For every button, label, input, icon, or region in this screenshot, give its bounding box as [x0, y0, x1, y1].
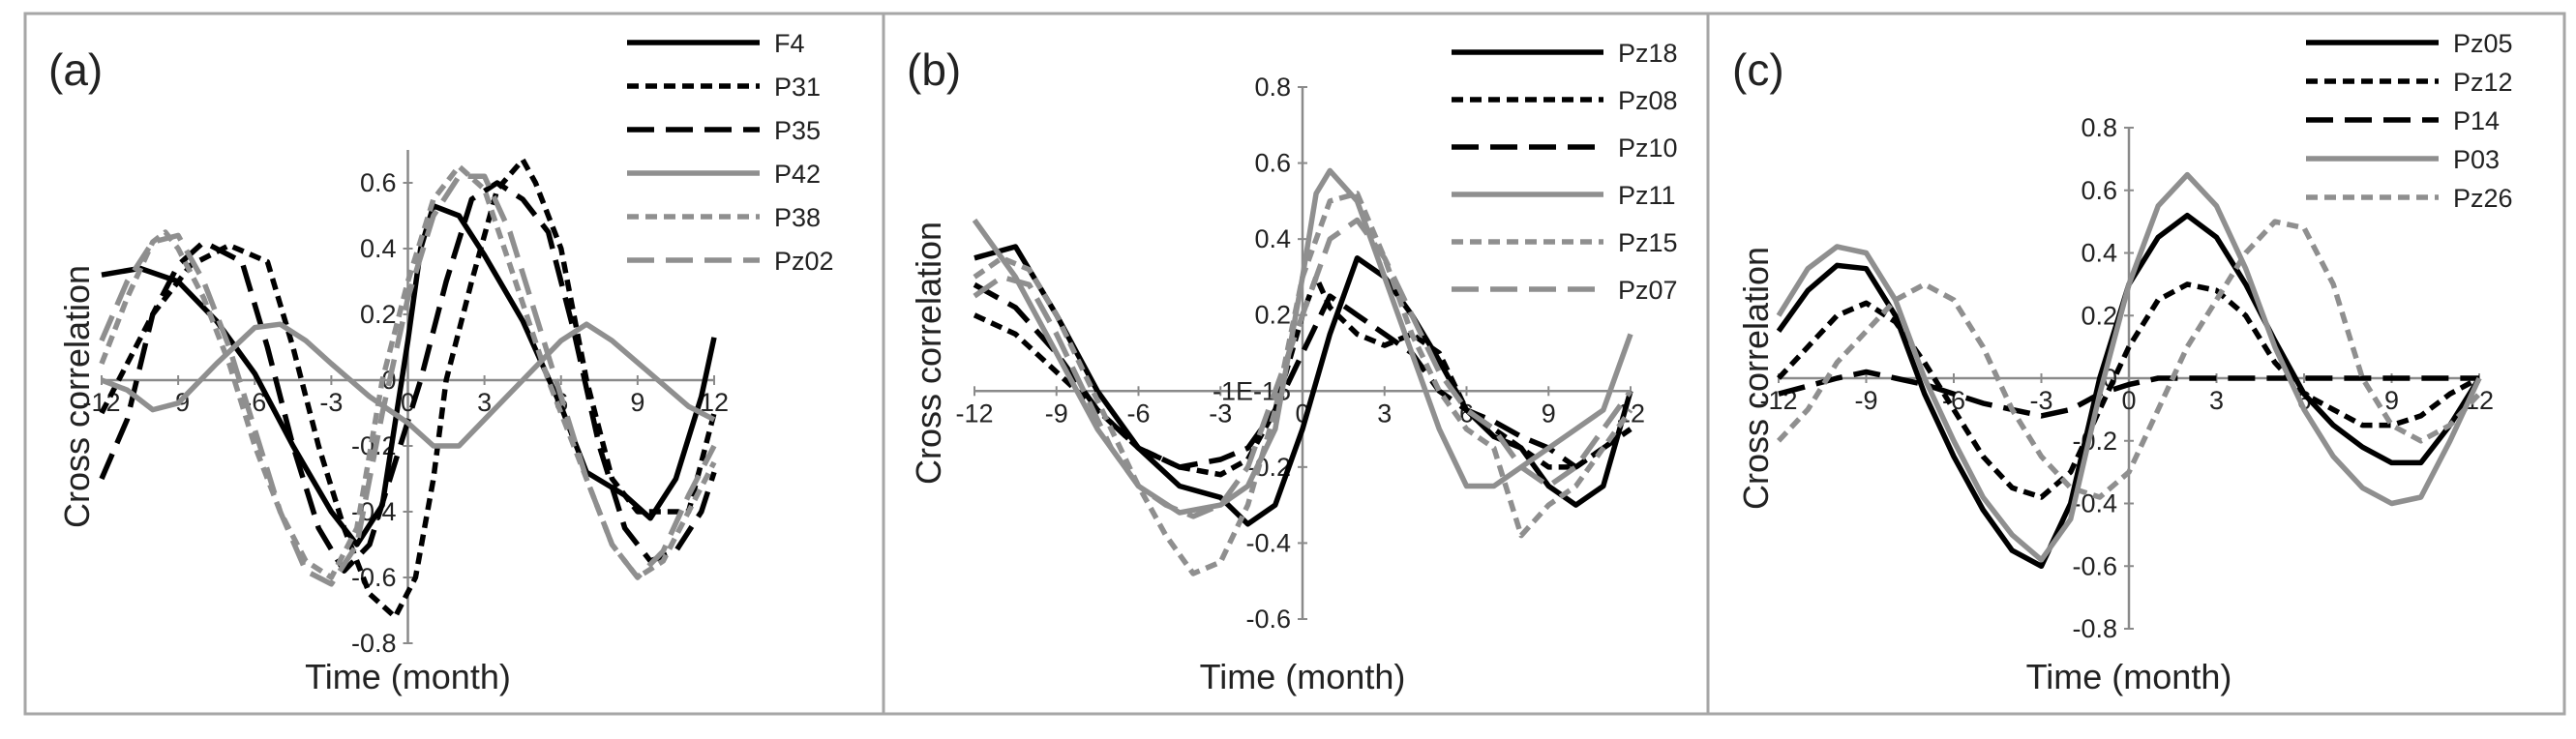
series-line-p03 — [1776, 171, 2482, 563]
series-line-p31 — [99, 157, 717, 620]
y-tick-label: -0.8 — [351, 629, 397, 658]
legend-label-p31: P31 — [774, 73, 821, 102]
y-tick-label: -0.6 — [2072, 551, 2117, 580]
legend-label-p42: P42 — [774, 160, 821, 189]
legend-label-pz26: Pz26 — [2453, 184, 2513, 213]
x-tick-label: 9 — [1542, 399, 1556, 428]
legend-label-p14: P14 — [2453, 106, 2500, 135]
legend-label-p35: P35 — [774, 116, 821, 145]
y-tick-label: 0.4 — [360, 234, 397, 263]
x-tick-label: -9 — [1854, 386, 1877, 415]
panel-c: (c)-12 -9 -6 -3 0 3 6 9 120.80.60.40.20-0.2-0.4-… — [1732, 29, 2513, 696]
series-line-pz07 — [973, 217, 1633, 519]
x-tick-label: -3 — [319, 388, 343, 417]
panel-label: (b) — [907, 44, 961, 95]
series-line-pz26 — [1776, 219, 2482, 500]
x-tick-label: -3 — [2029, 386, 2052, 415]
x-tick-label: -9 — [1045, 399, 1068, 428]
x-axis-title: Time (month) — [305, 657, 511, 696]
y-axis-title: Cross correlation — [57, 265, 97, 528]
y-tick-label: 0.6 — [360, 168, 397, 197]
y-axis-title: Cross correlation — [909, 222, 948, 485]
legend-label-p03: P03 — [2453, 145, 2500, 174]
legend-label-pz12: Pz12 — [2453, 68, 2513, 97]
legend-label-f4: F4 — [774, 29, 805, 58]
y-tick-label: 0.6 — [2081, 176, 2117, 205]
legend-label-pz18: Pz18 — [1618, 39, 1678, 68]
series-line-pz10 — [973, 281, 1632, 470]
x-tick-label: 3 — [1377, 399, 1392, 428]
y-tick-label: 0.4 — [1254, 224, 1291, 253]
series-line-pz12 — [1776, 281, 2481, 500]
x-tick-label: 3 — [477, 388, 492, 417]
x-axis-title: Time (month) — [2026, 657, 2232, 696]
legend-label-pz07: Pz07 — [1618, 276, 1678, 305]
panel-label: (a) — [48, 44, 103, 95]
legend-label-pz02: Pz02 — [774, 247, 834, 276]
series-line-pz11 — [972, 167, 1633, 516]
legend-label-p38: P38 — [774, 203, 821, 232]
legend-label-pz08: Pz08 — [1618, 86, 1678, 115]
legend-label-pz11: Pz11 — [1618, 181, 1676, 210]
series-line-pz18 — [973, 244, 1633, 527]
x-tick-label: -6 — [1126, 399, 1150, 428]
panel-label: (c) — [1732, 44, 1784, 95]
y-tick-label: 0.2 — [360, 300, 397, 329]
x-tick-label: 9 — [630, 388, 644, 417]
y-tick-label: -0.4 — [1245, 528, 1291, 557]
series-line-p35 — [99, 180, 717, 574]
y-tick-label: 0.8 — [1254, 73, 1291, 102]
y-tick-label: 0.2 — [1254, 301, 1291, 330]
x-tick-label: -3 — [1209, 399, 1232, 428]
panel-b: (b)-12 -9 -6 -3 0 3 6 9 120.80.60.40.2-1E-15-0.2… — [907, 39, 1678, 696]
x-tick-label: 9 — [2384, 386, 2399, 415]
legend-label-pz15: Pz15 — [1618, 228, 1678, 257]
legend-label-pz05: Pz05 — [2453, 29, 2513, 58]
y-tick-label: 0.6 — [1254, 149, 1291, 178]
x-tick-label: 0 — [401, 388, 415, 417]
panel-a: (a)-12 -9 -6 -3 0 3 6 9 120.60.40.20-0.2-0.4-0.6… — [48, 29, 834, 696]
y-tick-label: -0.6 — [1245, 605, 1291, 634]
y-tick-label: 0.4 — [2081, 239, 2117, 268]
y-axis-title: Cross correlation — [1736, 247, 1776, 510]
legend-label-pz10: Pz10 — [1618, 133, 1678, 163]
x-axis-title: Time (month) — [1200, 657, 1406, 696]
series-line-p14 — [1778, 369, 2479, 419]
y-tick-label: 0.8 — [2081, 113, 2117, 142]
y-tick-label: 0.2 — [2081, 301, 2117, 330]
x-tick-label: 0 — [2121, 386, 2136, 415]
y-tick-label: -0.8 — [2072, 614, 2117, 643]
series-line-p42 — [101, 321, 716, 449]
x-tick-label: 3 — [2209, 386, 2224, 415]
series-line-pz15 — [973, 191, 1633, 576]
x-tick-label: -12 — [955, 399, 993, 428]
series-line-pz02 — [99, 173, 717, 587]
figure-border — [23, 12, 2566, 716]
